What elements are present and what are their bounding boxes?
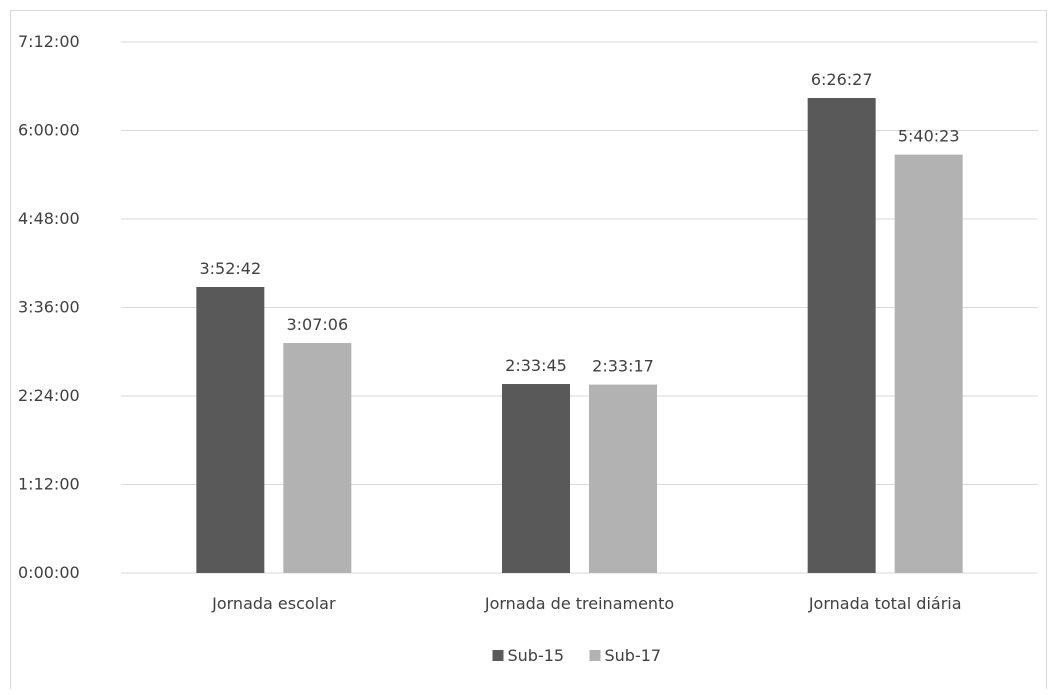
y-tick-label: 7:12:00 bbox=[18, 32, 80, 51]
data-label: 3:07:06 bbox=[286, 315, 348, 334]
y-tick-label: 3:36:00 bbox=[18, 298, 80, 317]
legend-label: Sub-17 bbox=[605, 646, 662, 665]
data-label: 3:52:42 bbox=[199, 259, 261, 278]
legend-swatch bbox=[492, 650, 504, 661]
legend-item: Sub-15 bbox=[492, 646, 565, 665]
gridlines bbox=[121, 41, 1038, 574]
x-axis-category-labels: Jornada escolar Jornada de treinamento Jor… bbox=[211, 594, 961, 613]
bar bbox=[196, 286, 265, 573]
y-tick-label: 4:48:00 bbox=[18, 209, 80, 228]
legend-item: Sub-17 bbox=[589, 646, 662, 665]
bar-chart: 0:00:00 1:12:00 2:24:00 3:36:00 4:48:00 6:00:… bbox=[18, 32, 1038, 665]
data-label: 2:33:17 bbox=[592, 357, 654, 376]
x-tick-label: Jornada total diária bbox=[808, 594, 962, 613]
bar bbox=[894, 154, 963, 573]
legend: Sub-15 Sub-17 bbox=[492, 646, 662, 665]
data-label: 2:33:45 bbox=[505, 356, 567, 375]
y-tick-label: 1:12:00 bbox=[18, 475, 80, 494]
chart-frame: 0:00:00 1:12:00 2:24:00 3:36:00 4:48:00 6:00:… bbox=[10, 10, 1047, 689]
data-labels: 3:52:42 3:07:06 2:33:45 2:33:17 6:26:27 5:40:… bbox=[199, 70, 959, 376]
bar bbox=[283, 343, 352, 573]
legend-swatch bbox=[589, 650, 601, 661]
y-tick-label: 0:00:00 bbox=[18, 563, 80, 582]
legend-label: Sub-15 bbox=[508, 646, 565, 665]
data-label: 5:40:23 bbox=[898, 127, 960, 146]
x-tick-label: Jornada de treinamento bbox=[484, 594, 674, 613]
y-tick-label: 6:00:00 bbox=[18, 121, 80, 140]
y-tick-label: 2:24:00 bbox=[18, 386, 80, 405]
bars bbox=[196, 97, 963, 574]
bar bbox=[502, 384, 570, 573]
bar bbox=[589, 384, 657, 573]
y-axis-tick-labels: 0:00:00 1:12:00 2:24:00 3:36:00 4:48:00 6:00:… bbox=[18, 32, 80, 582]
data-label: 6:26:27 bbox=[811, 70, 873, 89]
x-tick-label: Jornada escolar bbox=[211, 594, 336, 613]
bar bbox=[807, 97, 876, 574]
